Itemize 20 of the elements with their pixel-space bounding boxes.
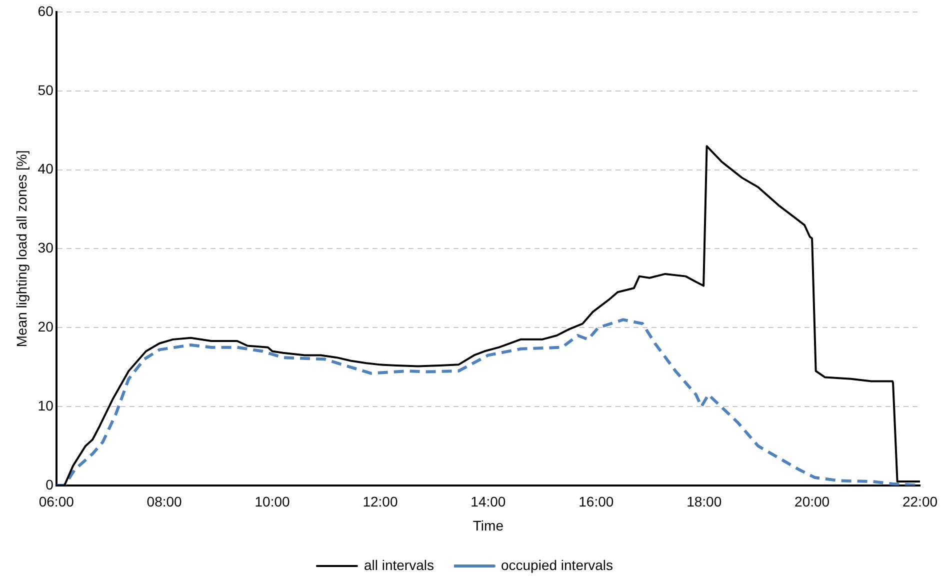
y-tick-label: 0 [46,476,54,492]
y-tick-label: 10 [38,397,54,414]
x-tick-label: 08:00 [146,494,182,510]
legend-label: occupied intervals [500,556,614,573]
x-tick-label: 14:00 [470,494,506,510]
x-tick-label: 06:00 [38,494,74,510]
x-tick-label: 22:00 [902,494,938,510]
y-axis-title: Mean lighting load all zones [%] [13,150,30,348]
x-tick-label: 12:00 [362,494,398,510]
y-tick-label: 60 [38,2,54,19]
legend-label: all intervals [364,556,434,573]
y-tick-label: 20 [38,318,54,334]
x-tick-label: 10:00 [254,494,290,510]
x-tick-label: 16:00 [578,494,614,510]
y-tick-label: 30 [38,240,54,256]
x-tick-label: 20:00 [794,494,830,510]
y-tick-label: 40 [38,160,54,177]
y-tick-label: 50 [38,82,54,98]
x-tick-label: 18:00 [686,494,722,510]
x-axis-title: Time [472,517,504,534]
